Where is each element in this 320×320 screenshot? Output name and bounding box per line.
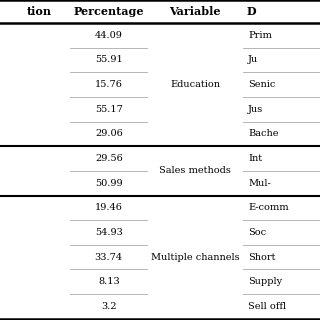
Text: 55.17: 55.17 <box>95 105 123 114</box>
Text: Variable: Variable <box>170 6 221 17</box>
Text: Bache: Bache <box>248 129 278 139</box>
Text: Senic: Senic <box>248 80 276 89</box>
Text: E-comm: E-comm <box>248 203 289 212</box>
Text: 33.74: 33.74 <box>95 252 123 262</box>
Text: 29.06: 29.06 <box>95 129 123 139</box>
Text: Prim: Prim <box>248 31 272 40</box>
Text: 44.09: 44.09 <box>95 31 123 40</box>
Text: 29.56: 29.56 <box>95 154 123 163</box>
Text: D: D <box>246 6 256 17</box>
Text: Ju: Ju <box>248 55 258 65</box>
Text: Sell offl: Sell offl <box>248 302 286 311</box>
Text: 15.76: 15.76 <box>95 80 123 89</box>
Text: Soc: Soc <box>248 228 266 237</box>
Text: 50.99: 50.99 <box>95 179 123 188</box>
Text: Mul-: Mul- <box>248 179 271 188</box>
Text: Percentage: Percentage <box>74 6 144 17</box>
Text: Education: Education <box>170 80 220 89</box>
Text: Jus: Jus <box>248 105 263 114</box>
Text: 8.13: 8.13 <box>98 277 120 286</box>
Text: 3.2: 3.2 <box>101 302 116 311</box>
Text: 19.46: 19.46 <box>95 203 123 212</box>
Text: tion: tion <box>26 6 51 17</box>
Text: Sales methods: Sales methods <box>159 166 231 175</box>
Text: Supply: Supply <box>248 277 282 286</box>
Text: 54.93: 54.93 <box>95 228 123 237</box>
Text: Int: Int <box>248 154 262 163</box>
Text: 55.91: 55.91 <box>95 55 123 65</box>
Text: Multiple channels: Multiple channels <box>151 252 239 262</box>
Text: Short: Short <box>248 252 276 262</box>
